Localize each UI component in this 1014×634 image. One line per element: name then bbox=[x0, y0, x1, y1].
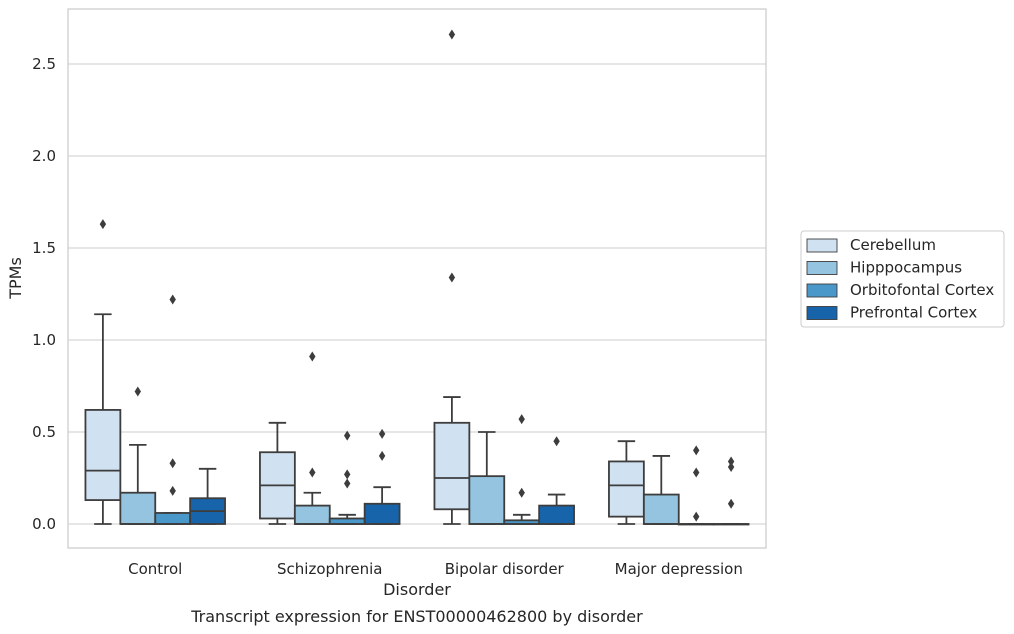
legend-frame bbox=[800, 230, 1005, 328]
x-tick-label: Major depression bbox=[615, 560, 743, 578]
legend-label: Cerebellum bbox=[850, 236, 936, 254]
y-gridlines bbox=[68, 63, 766, 525]
y-tick-labels: 0.0 0.5 1.0 1.5 2.0 2.5 bbox=[32, 55, 56, 533]
outlier-point bbox=[378, 428, 386, 439]
box-hipppocampus bbox=[293, 351, 331, 525]
y-tick-label: 1.5 bbox=[32, 239, 56, 257]
outlier-point bbox=[448, 272, 456, 283]
outlier-point bbox=[518, 487, 525, 498]
legend-swatch bbox=[806, 238, 838, 253]
box-orbitofontal-cortex bbox=[677, 445, 715, 526]
outlier-point bbox=[518, 414, 525, 425]
box-iqr bbox=[642, 493, 680, 525]
outlier-point bbox=[169, 458, 176, 469]
box-hipppocampus bbox=[468, 431, 506, 525]
legend-label: Prefrontal Cortex bbox=[850, 304, 977, 322]
legend-swatch bbox=[806, 306, 838, 320]
outlier-point bbox=[693, 467, 700, 478]
box-iqr bbox=[468, 475, 506, 525]
x-axis-title: Disorder bbox=[383, 580, 451, 599]
y-tick-label: 1.0 bbox=[32, 331, 56, 349]
outlier-point bbox=[727, 498, 735, 509]
box-iqr bbox=[84, 409, 122, 501]
outlier-point bbox=[99, 219, 107, 230]
box-iqr bbox=[154, 512, 192, 525]
outlier-point bbox=[169, 485, 176, 496]
outlier-point bbox=[169, 294, 176, 305]
box-cerebellum bbox=[259, 421, 296, 525]
plot-frame bbox=[67, 8, 767, 549]
box-plot-series bbox=[84, 29, 750, 526]
box-iqr bbox=[608, 460, 645, 518]
box-iqr bbox=[363, 502, 401, 525]
box-prefrontal-cortex bbox=[189, 467, 226, 525]
chart-caption: Transcript expression for ENST0000046280… bbox=[190, 607, 643, 626]
y-tick-label: 2.0 bbox=[32, 147, 56, 165]
x-tick-label: Bipolar disorder bbox=[445, 560, 565, 578]
box-hipppocampus bbox=[119, 386, 157, 525]
outlier-point bbox=[344, 469, 351, 480]
box-cerebellum bbox=[608, 440, 645, 525]
y-tick-label: 2.5 bbox=[32, 55, 56, 73]
box-iqr bbox=[293, 504, 331, 525]
box-prefrontal-cortex bbox=[363, 428, 401, 525]
legend-swatch bbox=[806, 261, 838, 275]
box-orbitofontal-cortex bbox=[154, 294, 192, 525]
box-iqr bbox=[119, 491, 157, 525]
outlier-point bbox=[309, 351, 316, 362]
x-tick-label: Schizophrenia bbox=[277, 560, 382, 578]
outlier-point bbox=[309, 467, 316, 478]
y-tick-label: 0.5 bbox=[32, 423, 56, 441]
legend-swatch bbox=[806, 283, 838, 298]
y-axis-title: TPMs bbox=[6, 257, 25, 300]
y-tick-label: 0.0 bbox=[32, 515, 56, 533]
outlier-point bbox=[378, 450, 386, 461]
box-orbitofontal-cortex bbox=[503, 414, 541, 525]
x-tick-label: Control bbox=[128, 560, 182, 578]
box-prefrontal-cortex bbox=[712, 456, 750, 526]
outlier-point bbox=[553, 436, 560, 447]
x-tick-labels: Control Schizophrenia Bipolar disorder Majo… bbox=[128, 560, 743, 578]
box-hipppocampus bbox=[642, 455, 680, 525]
box-cerebellum bbox=[433, 29, 471, 525]
outlier-point bbox=[727, 456, 735, 467]
outlier-point bbox=[727, 461, 735, 472]
outlier-point bbox=[344, 430, 351, 441]
box-iqr bbox=[433, 421, 471, 511]
box-cerebellum bbox=[84, 219, 122, 525]
box-prefrontal-cortex bbox=[538, 436, 575, 525]
outlier-point bbox=[448, 29, 456, 40]
outlier-point bbox=[134, 386, 141, 397]
outlier-point bbox=[693, 511, 700, 522]
box-iqr bbox=[538, 504, 575, 525]
legend-label: Hipppocampus bbox=[850, 259, 962, 277]
outlier-point bbox=[344, 478, 351, 489]
outlier-point bbox=[693, 445, 700, 456]
box-orbitofontal-cortex bbox=[328, 430, 366, 525]
legend: Cerebellum Hipppocampus Orbitofontal Corte… bbox=[800, 230, 1005, 328]
legend-label: Orbitofontal Cortex bbox=[850, 281, 994, 299]
